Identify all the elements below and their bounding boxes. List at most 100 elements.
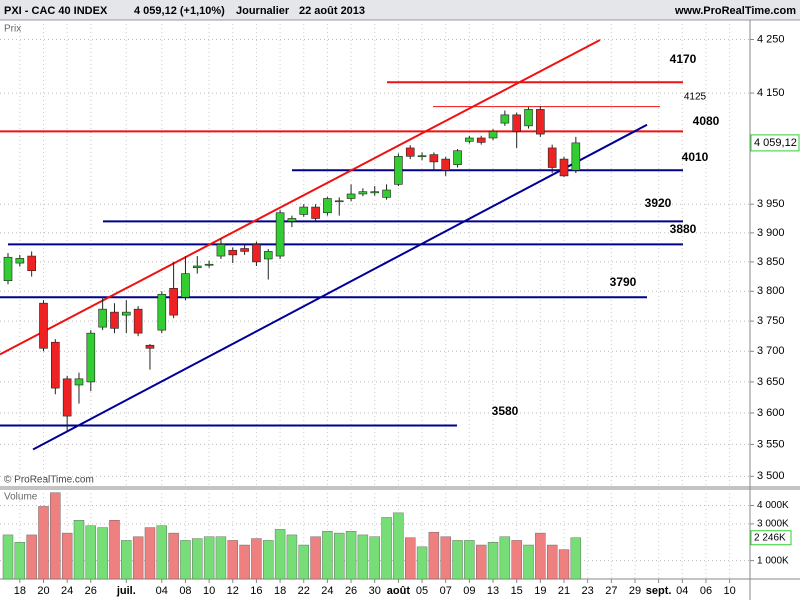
trend-line xyxy=(32,123,648,451)
candle-body xyxy=(417,155,427,158)
price-tag-label: 4 059,12 xyxy=(754,137,797,149)
x-tick-label: 22 xyxy=(298,585,310,597)
volume-bar xyxy=(357,534,369,580)
volume-bar xyxy=(73,520,85,580)
candle-body xyxy=(323,198,332,214)
volume-bar xyxy=(2,534,14,580)
candle-body xyxy=(488,131,498,139)
y-tick-label: 3 000K xyxy=(757,519,789,530)
candle-body xyxy=(181,273,190,298)
volume-tag xyxy=(750,530,792,546)
volume-bar xyxy=(440,536,451,580)
candle-body xyxy=(334,200,344,203)
candle-body xyxy=(74,378,84,386)
header-bar xyxy=(0,0,800,20)
trend-line xyxy=(0,39,601,356)
candle-body xyxy=(512,114,521,132)
volume-bar xyxy=(464,540,475,580)
volume-bar xyxy=(405,537,416,580)
candle-body xyxy=(370,191,380,194)
candle-body xyxy=(86,332,96,383)
volume-bar xyxy=(511,540,522,580)
level-label: 4125 xyxy=(684,92,707,103)
level-label: 4010 xyxy=(682,150,709,164)
volume-bar xyxy=(121,540,132,580)
candle-body xyxy=(394,156,403,185)
x-tick-label: 19 xyxy=(534,585,546,597)
y-tick-label: 4 250 xyxy=(757,33,785,45)
y-tick-label: 1 000K xyxy=(757,555,789,566)
candle-body xyxy=(405,147,415,157)
x-tick-label: 04 xyxy=(156,585,168,597)
volume-bar xyxy=(558,549,570,580)
volume-bar xyxy=(109,520,120,580)
volume-bar xyxy=(26,534,37,580)
volume-bar xyxy=(499,536,511,580)
x-tick-label: 13 xyxy=(487,585,499,597)
y-tick-label: 3 950 xyxy=(757,198,785,210)
volume-bar xyxy=(369,536,380,580)
symbol: PXI - CAC 40 INDEX xyxy=(4,5,108,17)
x-tick-label: 26 xyxy=(85,585,97,597)
x-tick-label: 30 xyxy=(369,585,381,597)
x-tick-label: 27 xyxy=(605,585,617,597)
candle-body xyxy=(122,311,131,316)
candle-body xyxy=(51,341,60,389)
x-tick-label: 16 xyxy=(250,585,262,597)
candle-body xyxy=(228,249,238,256)
x-tick-label: 24 xyxy=(321,585,333,597)
y-tick-label: 3 900 xyxy=(757,227,785,239)
x-tick-label: 21 xyxy=(558,585,570,597)
volume-bar xyxy=(192,538,203,580)
candle-body xyxy=(287,218,297,222)
volume-bar xyxy=(227,540,238,580)
candle-body xyxy=(133,308,143,334)
candle-body xyxy=(524,109,533,127)
x-tick-label: 06 xyxy=(700,585,712,597)
volume-bar xyxy=(570,537,582,580)
volume-bar xyxy=(476,544,487,580)
volume-bar xyxy=(381,517,392,580)
volume-bar xyxy=(487,542,499,580)
level-label: 3790 xyxy=(610,275,637,289)
y-tick-label: 3 800 xyxy=(757,285,785,297)
candle-body xyxy=(204,263,214,266)
candle-body xyxy=(547,147,557,168)
x-tick-label: 18 xyxy=(14,585,26,597)
candle-body xyxy=(311,206,320,219)
candle-body xyxy=(476,137,486,143)
level-label: 3920 xyxy=(645,196,672,210)
volume-bar xyxy=(14,542,26,580)
candle-body xyxy=(299,206,309,215)
x-tick-label: août xyxy=(387,585,411,597)
volume-bar xyxy=(393,512,404,580)
volume-bar xyxy=(144,527,156,580)
level-label: 3880 xyxy=(670,222,697,236)
candle-body xyxy=(358,191,368,195)
y-tick-label: 4 150 xyxy=(757,87,785,99)
x-tick-label: 23 xyxy=(582,585,594,597)
volume-bar xyxy=(345,531,357,580)
candle-body xyxy=(145,344,155,349)
x-tick-label: 07 xyxy=(440,585,452,597)
copyright: © ProRealTime.com xyxy=(4,475,94,486)
volume-bar xyxy=(168,532,179,580)
x-tick-label: 10 xyxy=(724,585,736,597)
candle-body xyxy=(429,154,439,163)
candle-body xyxy=(27,255,36,271)
candle-body xyxy=(240,248,249,252)
x-tick-label: 09 xyxy=(463,585,475,597)
volume-bar xyxy=(203,536,215,580)
volume-bar xyxy=(85,525,97,580)
volume-bar xyxy=(546,544,558,580)
price-label: Prix xyxy=(4,24,21,35)
candle-body xyxy=(216,244,226,257)
volume-bar xyxy=(97,527,108,580)
quote: 4 059,12 (+1,10%) xyxy=(134,5,225,17)
y-tick-label: 3 650 xyxy=(757,376,785,388)
x-tick-label: 18 xyxy=(274,585,286,597)
x-tick-label: 08 xyxy=(179,585,191,597)
period: Journalier xyxy=(236,5,290,17)
x-tick-label: 04 xyxy=(676,585,688,597)
volume-bar xyxy=(61,532,73,580)
